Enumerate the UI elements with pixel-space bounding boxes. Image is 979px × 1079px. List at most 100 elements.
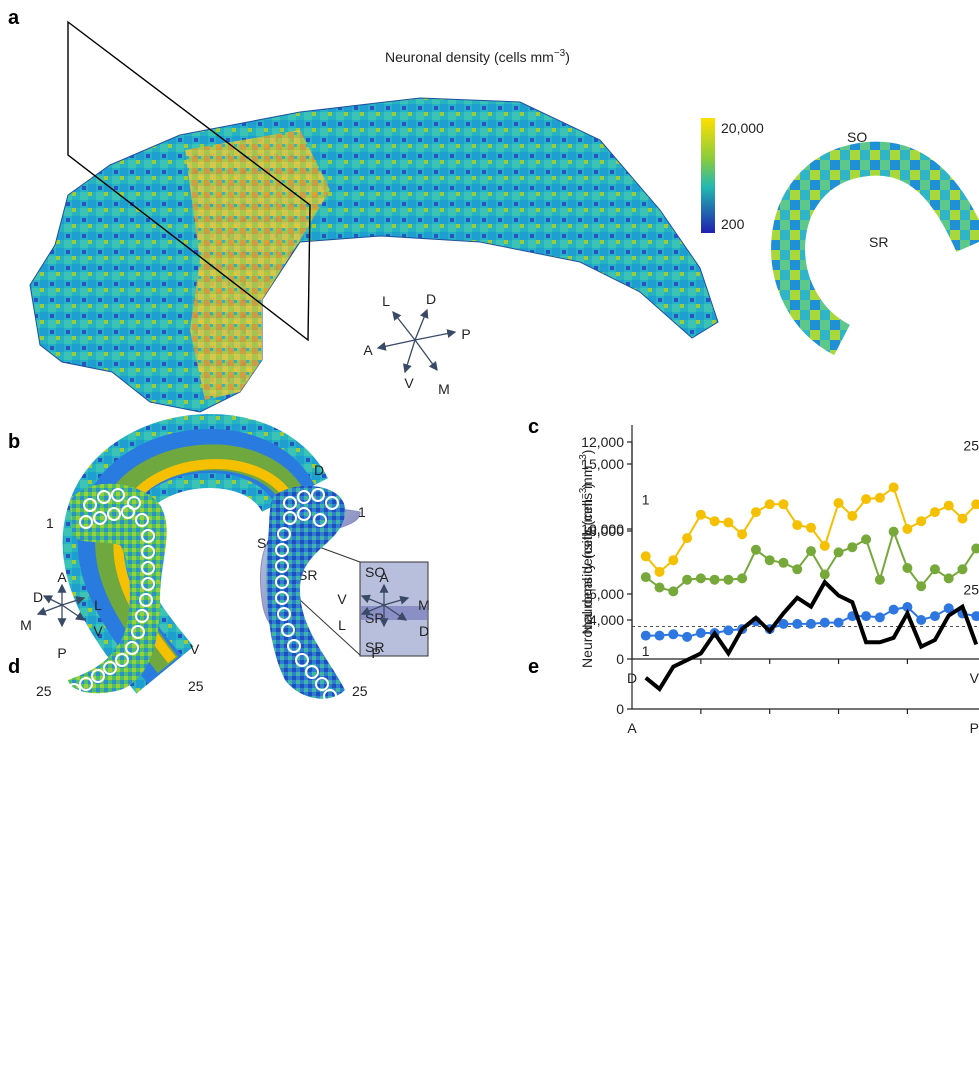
data-point: [641, 572, 651, 582]
data-point: [710, 575, 720, 585]
data-point: [889, 482, 899, 492]
data-point: [847, 511, 857, 521]
end-label: 1: [46, 515, 54, 531]
data-point: [751, 545, 761, 555]
direction-label: A: [363, 342, 373, 358]
panel-label: a: [8, 7, 20, 29]
direction-label: V: [337, 591, 347, 607]
data-point: [820, 541, 830, 551]
direction-label: D: [419, 623, 429, 639]
end-label: V: [190, 641, 200, 657]
panel-label: e: [528, 656, 539, 678]
data-point: [957, 514, 967, 524]
direction-label: L: [94, 597, 102, 613]
direction-label: P: [57, 645, 66, 661]
data-point: [916, 516, 926, 526]
end-label: 1: [358, 504, 366, 520]
direction-label: V: [93, 623, 103, 639]
orientation-axes: L D A P V M: [363, 291, 470, 397]
data-point: [723, 625, 733, 635]
data-point: [971, 544, 979, 554]
data-point: [889, 605, 899, 615]
x-end-label: A: [627, 720, 637, 736]
layer-label: SR: [869, 234, 888, 250]
data-point: [737, 573, 747, 583]
data-point: [682, 575, 692, 585]
data-point: [765, 499, 775, 509]
data-point: [834, 498, 844, 508]
direction-label: A: [57, 569, 67, 585]
panel-label: d: [8, 656, 20, 678]
data-point: [723, 518, 733, 528]
chart: e Neuronal density (cells mm−3) 0 4,000 8,00…: [528, 434, 979, 736]
panel-b: b D 1 V 25 SO SP SR SO SP SR: [8, 431, 428, 694]
charts: cNeuronal density (cells mm−3)05,00010,0…: [528, 416, 979, 736]
series-line: [646, 532, 976, 592]
annotation: 1: [642, 643, 650, 659]
data-point: [902, 563, 912, 573]
data-point: [916, 581, 926, 591]
direction-label: L: [338, 617, 346, 633]
data-point: [861, 494, 871, 504]
colorbar-label: 200: [721, 216, 745, 232]
y-tick-label: 8,000: [589, 523, 624, 539]
inset-label: SP: [365, 610, 384, 626]
y-tick-label: 12,000: [581, 434, 624, 450]
direction-label: A: [379, 569, 389, 585]
x-end-label: V: [970, 670, 979, 686]
data-point: [944, 501, 954, 511]
y-tick-label: 0: [616, 701, 624, 717]
data-point: [765, 555, 775, 565]
data-point: [861, 534, 871, 544]
data-point: [668, 629, 678, 639]
direction-label: M: [438, 381, 450, 397]
layer-label: SO: [847, 129, 867, 145]
direction-label: D: [33, 589, 43, 605]
end-label: D: [314, 462, 324, 478]
data-point: [668, 586, 678, 596]
data-point: [916, 615, 926, 625]
data-point: [889, 527, 899, 537]
data-point: [778, 558, 788, 568]
data-point: [820, 618, 830, 628]
y-tick-label: 15,000: [581, 456, 624, 472]
y-tick-label: 4,000: [589, 612, 624, 628]
data-point: [902, 524, 912, 534]
data-point: [930, 611, 940, 621]
end-label: 25: [36, 683, 52, 699]
data-point: [641, 551, 651, 561]
data-point: [778, 499, 788, 509]
data-point: [668, 555, 678, 565]
data-point: [834, 547, 844, 557]
data-point: [696, 510, 706, 520]
panel-title: Neuronal density (cells mm−3): [385, 48, 570, 65]
data-point: [737, 529, 747, 539]
data-point: [710, 516, 720, 526]
data-point: [971, 611, 979, 621]
data-point: [930, 507, 940, 517]
data-point: [875, 493, 885, 503]
data-point: [820, 570, 830, 580]
panel-label: b: [8, 431, 20, 453]
direction-label: M: [20, 617, 32, 633]
data-point: [930, 564, 940, 574]
panel-a: a Neuronal density (cells mm−3) L D A P …: [8, 7, 972, 412]
annotation: 1: [642, 491, 650, 507]
direction-label: V: [404, 375, 414, 391]
end-label: 25: [188, 678, 204, 694]
data-point: [792, 564, 802, 574]
data-point: [875, 612, 885, 622]
y-tick-label: 0: [616, 651, 624, 667]
data-point: [875, 575, 885, 585]
annotation: 25: [963, 437, 979, 453]
y-axis-label: Neuronal density (cells mm−3): [578, 483, 595, 668]
data-point: [751, 507, 761, 517]
colorbar: [701, 118, 715, 233]
direction-label: M: [418, 597, 430, 613]
data-point: [834, 618, 844, 628]
end-label: 25: [352, 683, 368, 699]
data-point: [696, 628, 706, 638]
hippocampus-warm-region: [185, 130, 330, 400]
data-point: [655, 631, 665, 641]
data-point: [806, 619, 816, 629]
